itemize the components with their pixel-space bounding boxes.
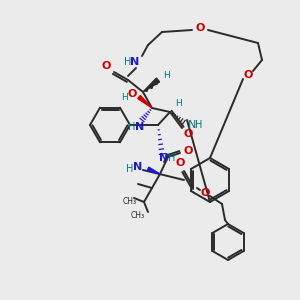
Text: H: H — [195, 120, 203, 130]
Text: N: N — [130, 57, 140, 67]
Text: O: O — [101, 61, 111, 71]
Text: H: H — [163, 71, 170, 80]
Text: H: H — [128, 122, 136, 132]
Polygon shape — [143, 78, 160, 92]
Text: H: H — [126, 164, 134, 174]
Text: N: N — [188, 120, 196, 130]
Text: O: O — [175, 158, 185, 168]
Text: H: H — [121, 92, 128, 101]
Text: O: O — [195, 23, 205, 33]
Text: N: N — [159, 153, 169, 163]
Text: O: O — [127, 89, 137, 99]
Text: N: N — [134, 162, 142, 172]
Text: O: O — [183, 146, 193, 156]
Text: H: H — [124, 57, 132, 67]
Text: O: O — [183, 129, 193, 139]
Text: O: O — [200, 188, 210, 198]
Text: CH₃: CH₃ — [131, 212, 145, 220]
Polygon shape — [147, 167, 160, 174]
Text: CH₃: CH₃ — [123, 197, 137, 206]
Polygon shape — [138, 95, 152, 108]
Text: H: H — [175, 100, 182, 109]
Text: O: O — [243, 70, 253, 80]
Text: H: H — [168, 153, 176, 163]
Text: N: N — [135, 122, 145, 132]
